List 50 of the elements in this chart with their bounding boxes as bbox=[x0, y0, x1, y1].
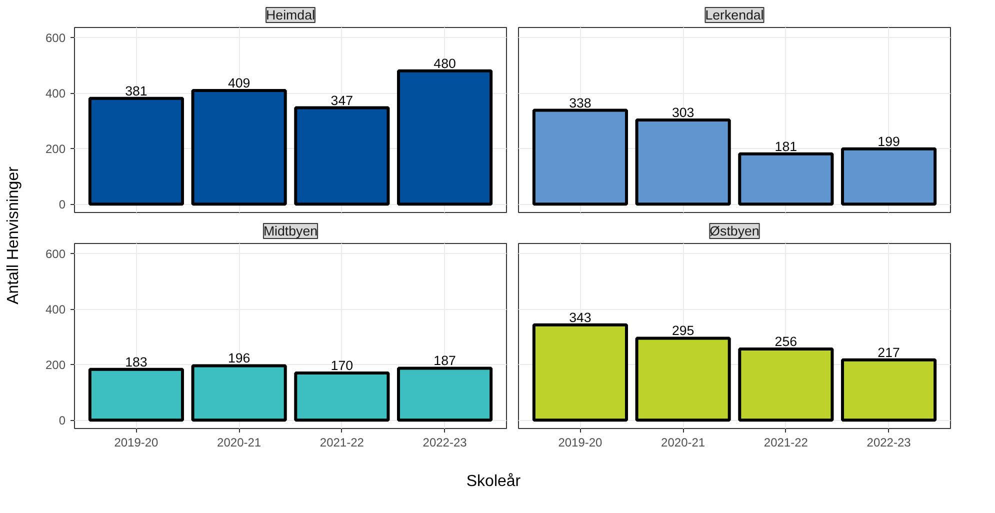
y-tick-label: 200 bbox=[45, 358, 66, 372]
y-axis-title: Antall Henvisninger bbox=[5, 166, 22, 304]
bar bbox=[738, 348, 834, 422]
bar bbox=[294, 106, 390, 206]
bar bbox=[532, 323, 628, 422]
chart-title: Heimdal bbox=[266, 8, 315, 22]
chart-title: Lerkendal bbox=[705, 8, 764, 22]
x-tick-label: 2020-21 bbox=[217, 436, 262, 450]
bar bbox=[532, 108, 628, 206]
bar bbox=[191, 89, 287, 206]
x-tick-label: 2021-22 bbox=[764, 436, 808, 450]
data-label: 183 bbox=[125, 354, 148, 370]
data-label: 303 bbox=[672, 105, 694, 120]
y-tick-label: 0 bbox=[58, 414, 66, 428]
bar bbox=[841, 147, 937, 206]
data-label: 347 bbox=[330, 92, 354, 108]
x-tick-label: 2022-23 bbox=[866, 436, 912, 450]
chart-title: Midtbyen bbox=[263, 224, 318, 238]
data-label: 338 bbox=[569, 95, 592, 110]
x-tick-label: 2019-20 bbox=[558, 436, 603, 450]
bar bbox=[635, 336, 731, 422]
bar bbox=[738, 152, 834, 206]
data-label: 199 bbox=[878, 134, 900, 149]
bar bbox=[397, 69, 493, 206]
bar bbox=[841, 358, 937, 422]
data-label: 409 bbox=[228, 76, 250, 91]
y-tick-label: 400 bbox=[45, 302, 66, 317]
data-label: 181 bbox=[774, 138, 798, 154]
data-label: 196 bbox=[228, 350, 250, 366]
data-label: 170 bbox=[330, 358, 354, 373]
y-tick-label: 400 bbox=[45, 86, 66, 101]
bar bbox=[88, 96, 184, 206]
data-label: 217 bbox=[878, 344, 900, 360]
chart-title: Østbyen bbox=[710, 224, 760, 238]
data-label: 480 bbox=[434, 56, 456, 71]
x-tick-label: 2021-22 bbox=[320, 436, 364, 450]
data-label: 187 bbox=[434, 353, 456, 368]
x-axis-title: Skoleår bbox=[466, 473, 522, 490]
data-label: 256 bbox=[774, 334, 798, 350]
bar bbox=[635, 118, 731, 206]
data-label: 381 bbox=[125, 83, 148, 98]
x-tick-label: 2019-20 bbox=[114, 436, 159, 450]
x-tick-label: 2020-21 bbox=[661, 436, 706, 450]
x-tick-label: 2022-23 bbox=[422, 436, 468, 450]
y-tick-label: 600 bbox=[45, 31, 66, 45]
data-label: 295 bbox=[672, 323, 694, 338]
data-label: 343 bbox=[569, 310, 592, 325]
y-tick-label: 200 bbox=[45, 142, 66, 156]
y-tick-label: 0 bbox=[58, 198, 66, 212]
y-tick-label: 600 bbox=[45, 247, 66, 261]
